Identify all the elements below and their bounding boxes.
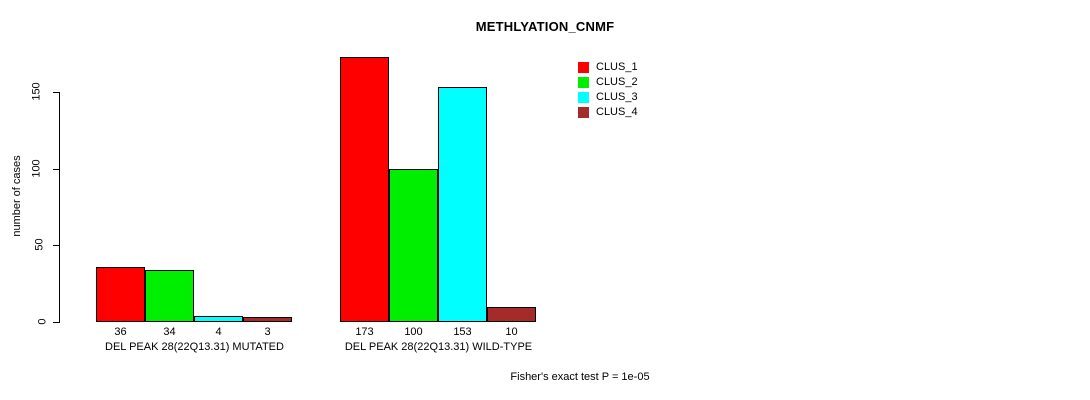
legend-item: CLUS_2 <box>578 75 638 90</box>
bar-value-label: 36 <box>114 326 127 338</box>
bar-value-label: 4 <box>215 326 222 338</box>
y-axis-tick <box>53 245 59 247</box>
bar <box>438 87 487 322</box>
y-axis-tick-label: 100 <box>30 158 43 178</box>
legend-item-label: CLUS_4 <box>596 106 638 118</box>
y-axis-tick <box>53 92 59 93</box>
y-axis-title: number of cases <box>11 155 23 237</box>
legend-item-label: CLUS_2 <box>596 76 638 88</box>
legend-item: CLUS_3 <box>578 90 638 105</box>
chart-plot-area: number of cases 0 50 100 150 36 34 4 3 173 100 15… <box>11 56 650 383</box>
bar-value-label: 34 <box>163 326 176 338</box>
legend-color-swatch <box>578 92 589 103</box>
bar-value-label: 100 <box>404 326 423 338</box>
y-axis-tick <box>53 322 59 323</box>
statistical-test-annotation: Fisher's exact test P = 1e-05 <box>510 371 650 383</box>
bar <box>145 269 194 322</box>
bar <box>389 168 438 322</box>
group-label-mutated: DEL PEAK 28(22Q13.31) MUTATED <box>105 341 284 353</box>
bar <box>340 56 389 322</box>
legend-color-swatch <box>578 62 589 73</box>
bar-value-label: 3 <box>264 326 271 338</box>
legend-item: CLUS_4 <box>578 105 638 120</box>
bar <box>194 315 243 322</box>
bar-value-label: 153 <box>453 326 472 338</box>
legend-item: CLUS_1 <box>578 60 638 75</box>
y-axis-tick-label: 50 <box>33 238 46 251</box>
bar-value-label: 10 <box>505 326 518 338</box>
legend-item-label: CLUS_3 <box>596 91 638 103</box>
bar <box>96 266 145 322</box>
chart-title-text: METHLYATION_CNMF <box>475 19 615 34</box>
legend-item-label: CLUS_1 <box>596 61 638 73</box>
group-label-wild-type: DEL PEAK 28(22Q13.31) WILD-TYPE <box>344 341 533 353</box>
chart-legend: CLUS_1 CLUS_2 CLUS_3 CLUS_4 <box>578 60 638 120</box>
bar-value-label: 173 <box>355 326 374 338</box>
legend-color-swatch <box>578 77 589 88</box>
y-axis-line <box>59 92 60 323</box>
y-axis-tick-label: 150 <box>30 82 43 101</box>
bar <box>243 317 292 322</box>
page-title: METHLYATION_CNMF <box>0 19 1090 34</box>
y-axis-tick-label: 0 <box>36 318 49 325</box>
bar <box>487 306 536 322</box>
y-axis-tick <box>53 168 59 170</box>
legend-color-swatch <box>578 107 589 118</box>
